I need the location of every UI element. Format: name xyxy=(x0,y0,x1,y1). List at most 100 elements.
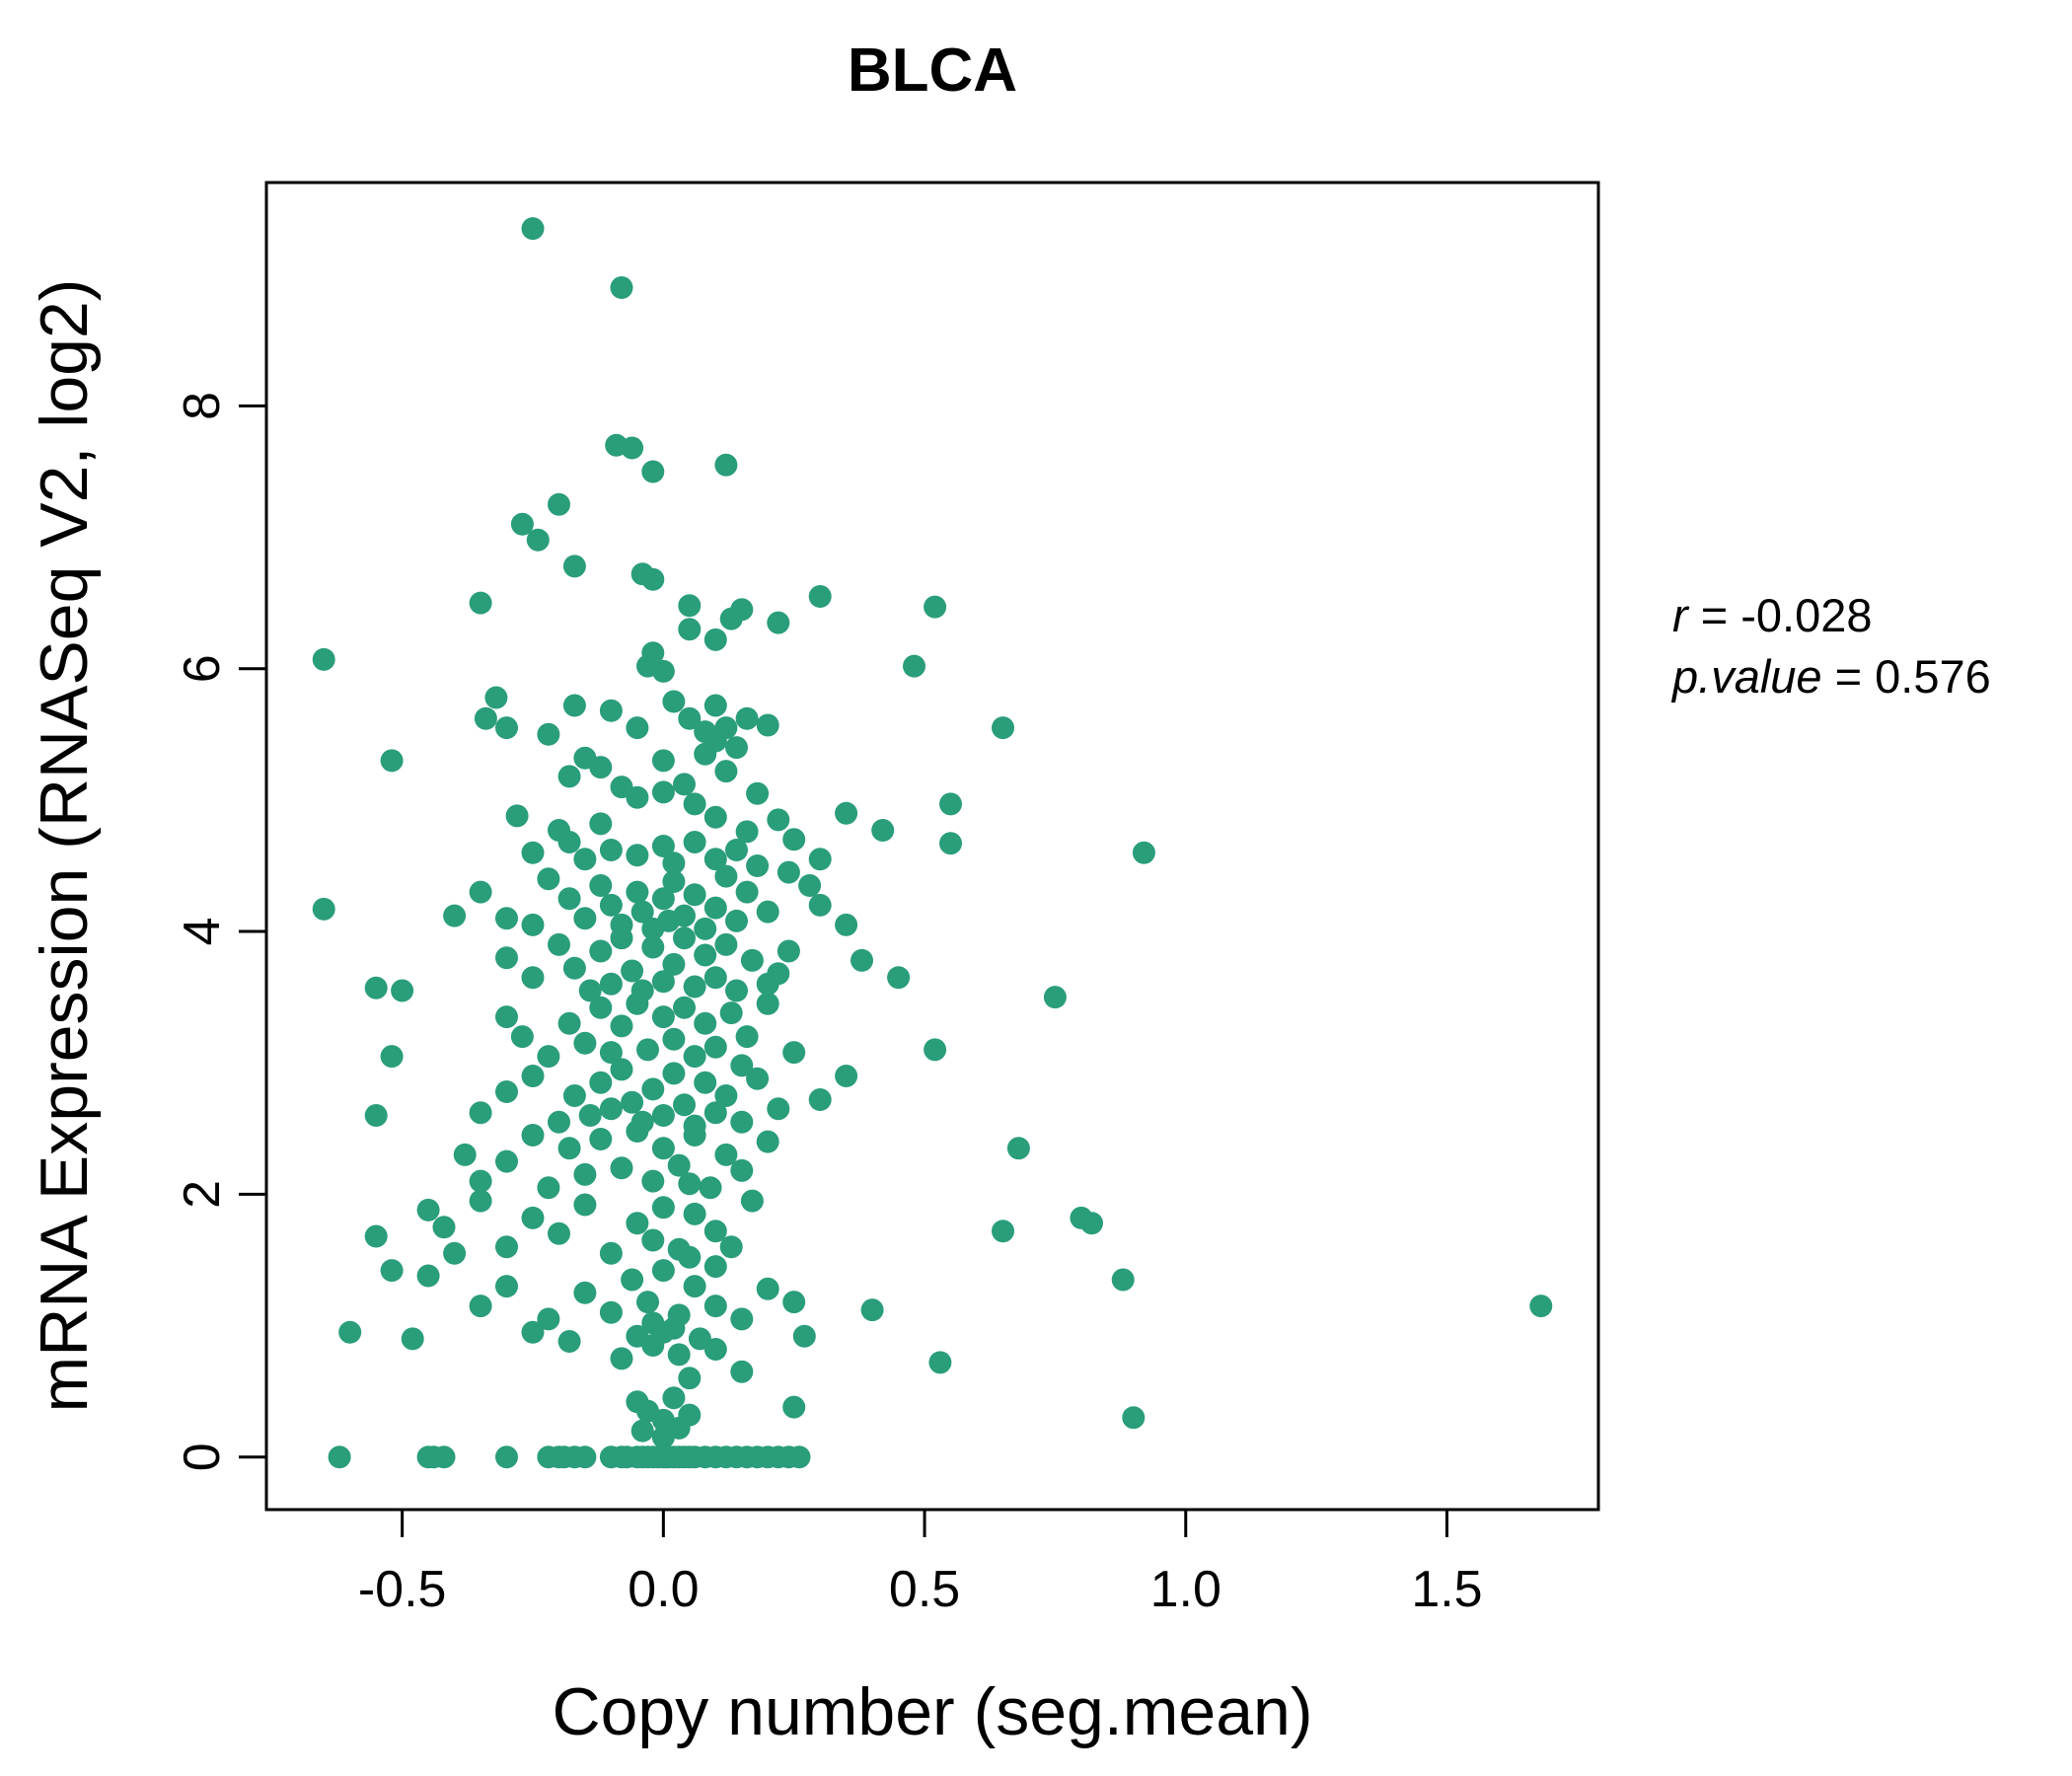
data-point xyxy=(694,1071,717,1094)
data-point xyxy=(630,1419,654,1443)
data-point xyxy=(636,1291,659,1314)
data-point xyxy=(651,1320,675,1344)
data-point xyxy=(651,1104,675,1127)
data-point xyxy=(662,690,686,713)
data-point xyxy=(808,848,832,871)
data-point xyxy=(562,694,586,717)
data-point xyxy=(673,773,696,796)
data-point xyxy=(495,1235,518,1259)
data-point xyxy=(1080,1212,1103,1235)
data-point xyxy=(573,1162,597,1186)
data-point xyxy=(312,897,335,921)
data-point xyxy=(887,966,911,990)
data-point xyxy=(589,874,613,897)
p-value: = 0.576 xyxy=(1822,650,1991,703)
data-point xyxy=(714,932,738,956)
data-point xyxy=(626,1212,649,1235)
data-point xyxy=(667,1343,691,1367)
data-point xyxy=(756,1277,779,1300)
data-point xyxy=(610,926,633,950)
data-point xyxy=(636,1038,659,1062)
data-point xyxy=(651,1137,675,1160)
data-point xyxy=(746,781,770,805)
data-point xyxy=(557,765,581,788)
data-point xyxy=(521,217,545,241)
data-point xyxy=(992,716,1014,740)
data-point xyxy=(767,1097,790,1121)
data-point xyxy=(703,729,727,753)
data-point xyxy=(557,831,581,853)
correlation-annotation-r: r = -0.028 xyxy=(1672,589,1873,641)
data-point xyxy=(678,594,702,618)
data-point xyxy=(683,1045,706,1069)
data-point xyxy=(662,1386,686,1410)
data-point xyxy=(432,1216,456,1239)
data-point xyxy=(678,1367,702,1390)
data-point xyxy=(626,844,649,867)
data-point xyxy=(469,1101,492,1125)
data-point xyxy=(469,591,492,615)
data-point xyxy=(589,1071,613,1094)
data-point xyxy=(673,926,696,950)
data-point xyxy=(730,1360,754,1383)
data-point xyxy=(808,585,832,608)
data-point xyxy=(474,706,497,730)
data-point xyxy=(599,893,623,917)
data-point xyxy=(703,1035,727,1059)
data-point xyxy=(469,1295,492,1318)
data-point xyxy=(714,864,738,888)
data-point xyxy=(573,1031,597,1055)
data-point xyxy=(678,618,702,641)
data-point xyxy=(719,607,743,630)
data-point xyxy=(683,1202,706,1225)
data-point xyxy=(469,880,492,904)
data-point xyxy=(756,992,779,1015)
data-point xyxy=(630,900,654,924)
data-point xyxy=(924,595,947,619)
data-point xyxy=(694,917,717,940)
data-point xyxy=(673,996,696,1019)
data-point xyxy=(662,870,686,893)
data-point xyxy=(992,1220,1014,1243)
data-point xyxy=(484,686,508,709)
data-point xyxy=(928,1351,952,1374)
data-point xyxy=(1006,1137,1030,1160)
data-point xyxy=(756,900,779,924)
data-point xyxy=(740,948,764,972)
data-point xyxy=(521,1320,545,1344)
data-point xyxy=(338,1320,362,1344)
data-point xyxy=(939,792,962,816)
data-point xyxy=(903,654,925,678)
data-point xyxy=(469,1169,492,1193)
data-point xyxy=(871,819,895,842)
data-point xyxy=(573,1445,597,1469)
x-tick-label: 1.0 xyxy=(1150,1561,1221,1618)
data-point xyxy=(719,1001,743,1025)
data-point xyxy=(557,1330,581,1353)
data-point xyxy=(787,1445,811,1469)
data-point xyxy=(725,736,748,760)
data-point xyxy=(1043,986,1067,1009)
data-point xyxy=(703,805,727,829)
data-point xyxy=(782,1041,806,1065)
data-point xyxy=(521,841,545,864)
data-point xyxy=(578,1104,602,1127)
data-point xyxy=(835,1065,858,1087)
data-point xyxy=(364,1224,388,1248)
data-point xyxy=(714,1084,738,1107)
data-point xyxy=(667,1416,691,1440)
data-point xyxy=(678,1172,702,1196)
data-point xyxy=(626,992,649,1015)
data-point xyxy=(505,804,529,828)
data-point xyxy=(495,1080,518,1103)
data-point xyxy=(782,828,806,851)
data-point xyxy=(589,756,613,779)
data-point xyxy=(641,567,665,591)
data-point xyxy=(599,839,623,861)
data-point xyxy=(537,1307,560,1331)
data-point xyxy=(562,956,586,980)
data-point xyxy=(626,1120,649,1143)
data-point xyxy=(621,1268,644,1292)
data-point xyxy=(673,904,696,927)
